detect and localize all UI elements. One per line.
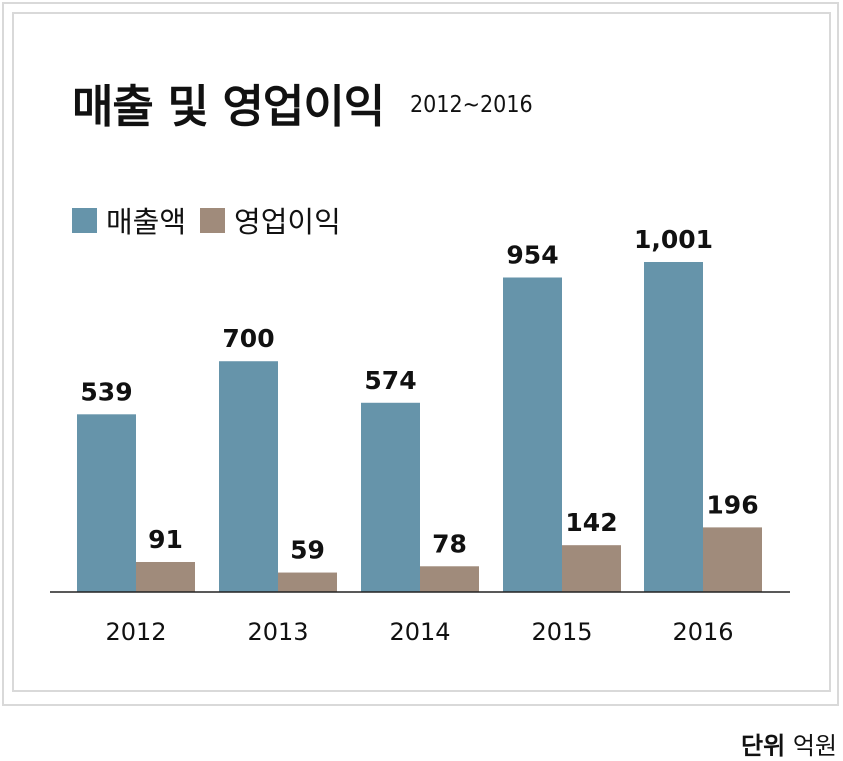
x-tick-label-2012: 2012 [105,618,166,646]
bar-sales-2012 [77,414,136,592]
legend-swatch-sales [72,207,97,233]
bar-sales-2016 [644,262,703,592]
bar-operating-profit-2016 [703,527,762,592]
unit-label: 단위 [741,732,786,760]
legend-label-operating-profit: 영업이익 [234,205,341,239]
bar-operating-profit-2014 [420,566,479,592]
x-tick-label-2014: 2014 [389,618,450,646]
legend: 매출액 영업이익 [72,200,355,240]
legend-item-sales: 매출액 [72,199,186,241]
value-label-sales-2013: 700 [222,324,274,353]
value-label-sales-2012: 539 [80,377,132,406]
x-tick-label-2016: 2016 [672,618,733,646]
value-label-operating-profit-2013: 59 [290,536,325,565]
bar-operating-profit-2013 [278,572,337,592]
bar-sales-2015 [503,277,562,592]
bar-sales-2013 [219,361,278,592]
value-label-sales-2016: 1,001 [634,225,713,254]
unit-note: 단위 억원 [741,726,837,761]
chart-subtitle: 2012~2016 [410,92,533,118]
bar-sales-2014 [361,402,420,592]
value-label-operating-profit-2015: 142 [565,508,617,537]
unit-value: 억원 [792,732,837,760]
bar-operating-profit-2015 [562,545,621,592]
legend-item-operating-profit: 영업이익 [200,199,341,241]
value-label-operating-profit-2016: 196 [706,490,758,519]
x-tick-label-2013: 2013 [247,618,308,646]
value-label-sales-2014: 574 [364,366,416,395]
bar-operating-profit-2012 [136,562,195,592]
legend-label-sales: 매출액 [106,205,187,239]
value-label-operating-profit-2012: 91 [148,525,183,554]
x-tick-label-2015: 2015 [531,618,592,646]
value-label-operating-profit-2014: 78 [432,529,467,558]
value-label-sales-2015: 954 [506,240,558,269]
legend-swatch-operating-profit [200,207,226,233]
chart-title: 매출 및 영업이익 [72,80,385,133]
